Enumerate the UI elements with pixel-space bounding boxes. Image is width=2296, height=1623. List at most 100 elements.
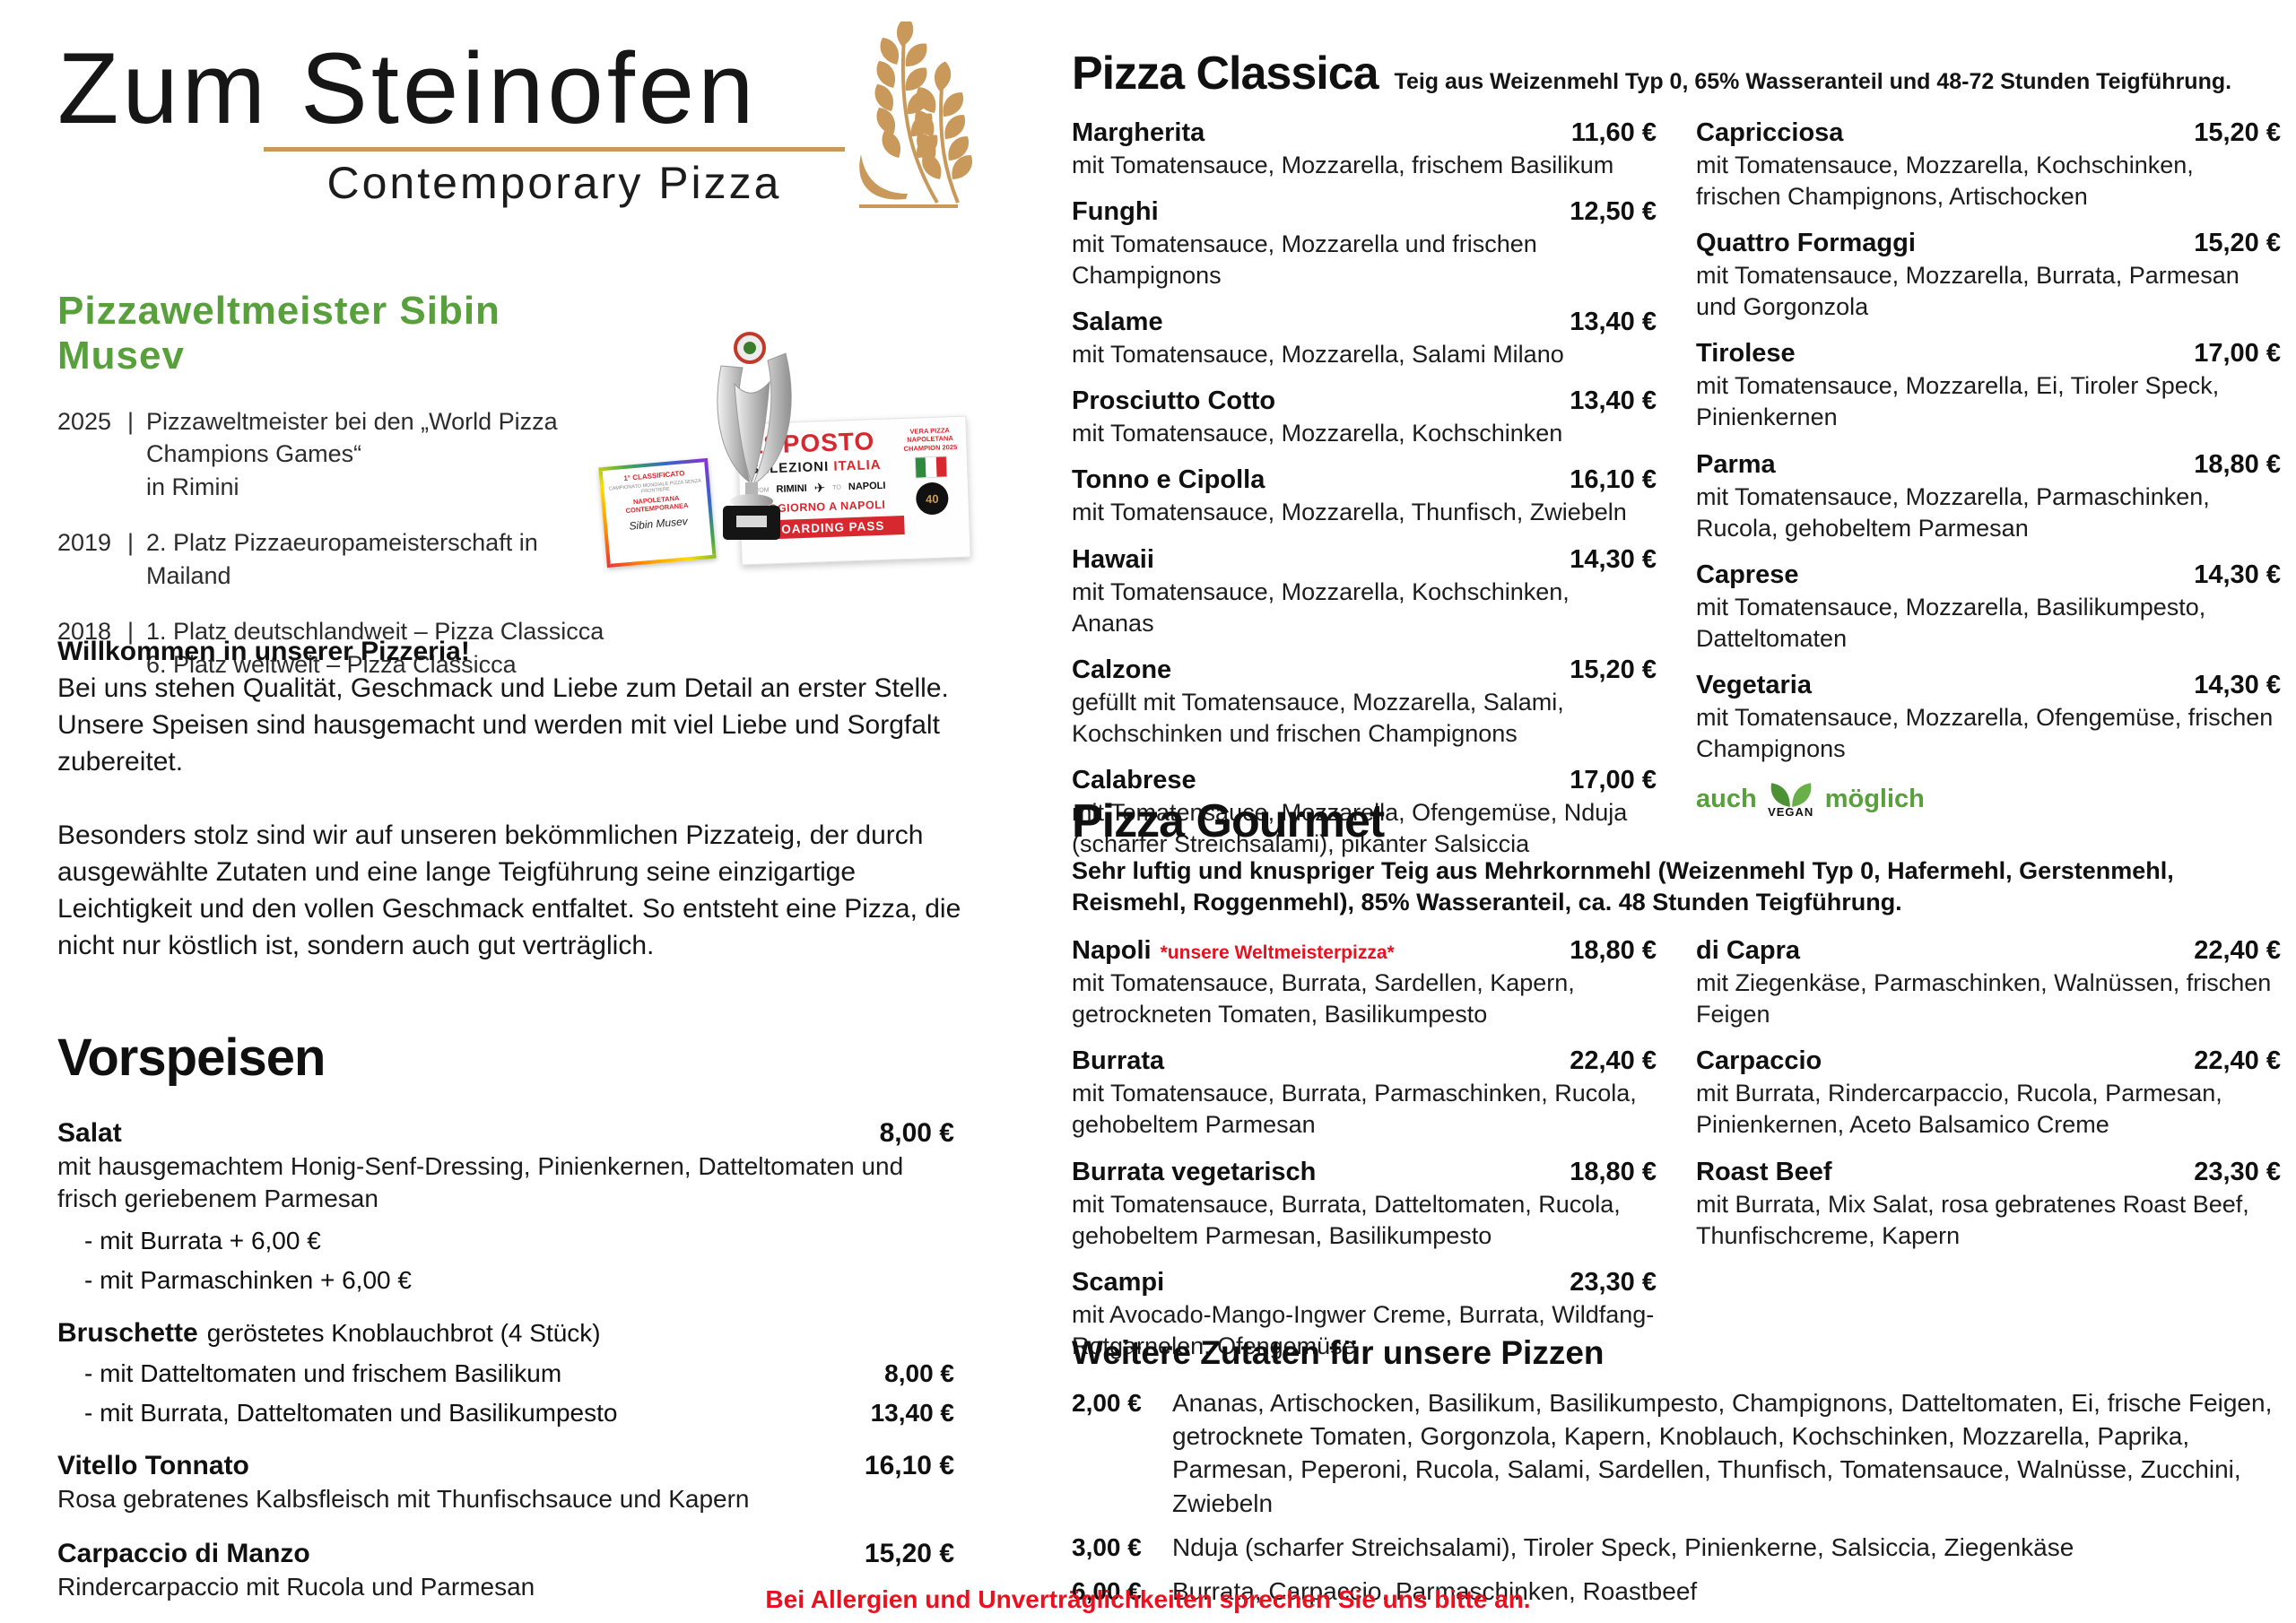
item-name: Calabrese — [1072, 765, 1196, 794]
zutaten-title: Weitere Zutaten für unsere Pizzen — [1072, 1334, 1605, 1371]
item-desc: Rosa gebratenes Kalbsfleisch mit Thunfis… — [57, 1484, 750, 1513]
to-label: TO — [832, 483, 842, 491]
menu-item: Capricciosa 15,20 € mit Tomatensauce, Mozz… — [1696, 118, 2281, 213]
restaurant-name: Zum Steinofen — [57, 32, 758, 144]
item-desc: mit Burrata, Mix Salat, rosa gebratenes … — [1696, 1190, 2249, 1249]
item-desc: mit Tomatensauce, Mozzarella, Ofengemüse… — [1072, 798, 1628, 858]
item-desc: mit Tomatensauce, Mozzarella, frischem B… — [1072, 152, 1614, 178]
to-city: NAPOLI — [848, 480, 886, 493]
welcome-paragraph-1: Bei uns stehen Qualität, Geschmack und L… — [57, 673, 949, 777]
zutaten-row: 2,00 € Ananas, Artischocken, Basilikum, … — [1072, 1386, 2281, 1520]
zutaten-text: Nduja (scharfer Streichsalami), Tiroler … — [1172, 1532, 2074, 1561]
item-desc: mit hausgemachtem Honig-Senf-Dressing, P… — [57, 1152, 904, 1213]
zutaten-list: 2,00 € Ananas, Artischocken, Basilikum, … — [1072, 1386, 2281, 1623]
award-separator: | — [127, 408, 135, 435]
award-year: 2025 — [57, 408, 112, 435]
zutaten-text: Ananas, Artischocken, Basilikum, Basilik… — [1172, 1389, 2273, 1517]
vegan-label: VEGAN — [1768, 805, 1814, 820]
award-item: 2019 | 2. Platz Pizzaeuropameisterschaft… — [57, 526, 622, 592]
item-price: 15,20 € — [1570, 655, 1657, 684]
item-desc: mit Tomatensauce, Burrata, Datteltomaten… — [1072, 1190, 1621, 1249]
menu-item: Burrata vegetarisch 18,80 € mit Tomatensau… — [1072, 1158, 1657, 1252]
vorspeisen-title: Vorspeisen — [57, 1028, 326, 1087]
item-price: 15,20 € — [864, 1539, 954, 1569]
item-name: Margherita — [1072, 118, 1205, 147]
zutaten-row: 6,00 € Burrata, Carpaccio, Parmaschinken… — [1072, 1575, 2281, 1608]
gourmet-title: Pizza Gourmet — [1072, 795, 1385, 847]
vorspeisen-section: Vorspeisen Salat 8,00 € mit hausgemachte… — [57, 1028, 954, 1623]
item-price: 23,30 € — [1570, 1267, 1657, 1297]
item-name: Burrata — [1072, 1046, 1165, 1076]
item-option: - mit Datteltomaten und frischem Basilik… — [57, 1359, 954, 1388]
champion-label: VERA PIZZA NAPOLETANA CHAMPION 2025 — [903, 426, 958, 453]
item-price: 14,30 € — [2194, 670, 2281, 699]
item-price: 18,80 € — [2194, 449, 2281, 479]
menu-item-salat: Salat 8,00 € mit hausgemachtem Honig-Sen… — [57, 1118, 954, 1295]
menu-item: Caprese 14,30 € mit Tomatensauce, Mozzarel… — [1696, 560, 2281, 655]
item-price: 17,00 € — [1570, 765, 1657, 794]
item-price: 15,20 € — [2194, 229, 2281, 258]
item-price: 17,00 € — [2194, 339, 2281, 369]
item-name: Prosciutto Cotto — [1072, 386, 1276, 416]
restaurant-logo: Zum Steinofen Contemporary Pizza — [57, 36, 865, 209]
item-name: Vitello Tonnato — [57, 1450, 249, 1480]
item-desc: mit Tomatensauce, Mozzarella, Thunfisch,… — [1072, 499, 1627, 526]
item-price: 23,30 € — [2194, 1157, 2281, 1186]
item-price: 12,50 € — [1570, 197, 1657, 227]
menu-item: Scampi 23,30 € mit Avocado-Mango-Ingwer Cr… — [1072, 1268, 1657, 1362]
awards-list: 2025 | Pizzaweltmeister bei den „World P… — [57, 405, 622, 681]
item-name: Funghi — [1072, 197, 1159, 227]
award-text: Pizzaweltmeister bei den „World Pizza Ch… — [146, 408, 558, 500]
menu-item: di Capra 22,40 € mit Ziegenkäse, Parmaschi… — [1696, 936, 2281, 1030]
menu-item: Burrata 22,40 € mit Tomatensauce, Burrata,… — [1072, 1046, 1657, 1141]
gourmet-subtitle: Sehr luftig und knuspriger Teig aus Mehr… — [1072, 857, 2174, 916]
menu-item: Tonno e Cipolla 16,10 € mit Tomatensauce, … — [1072, 465, 1657, 528]
item-option: - mit Burrata + 6,00 € — [57, 1227, 954, 1255]
item-desc: mit Tomatensauce, Mozzarella und frische… — [1072, 230, 1537, 290]
item-name: Bruschette — [57, 1317, 198, 1348]
item-name: Salame — [1072, 308, 1163, 337]
zutaten-price: 3,00 € — [1072, 1532, 1142, 1561]
item-name-suffix: geröstetes Knoblauchbrot (4 Stück) — [206, 1318, 601, 1347]
item-name: Vegetaria — [1696, 670, 1812, 699]
pizza-classica-section: Pizza Classica Teig aus Weizenmehl Typ 0… — [1072, 47, 2281, 876]
zutaten-text: Wildfang-Rotgarnelen (pro Stück) — [1172, 1619, 2281, 1623]
item-desc: mit Tomatensauce, Mozzarella, Ofengemüse… — [1696, 703, 2274, 763]
menu-item-vitello: Vitello Tonnato 16,10 € Rosa gebratenes … — [57, 1451, 954, 1515]
item-price: 18,80 € — [1570, 1157, 1657, 1186]
item-option: - mit Parmaschinken + 6,00 € — [57, 1266, 954, 1295]
award-year: 2019 — [57, 529, 112, 557]
classica-title: Pizza Classica — [1072, 48, 1379, 100]
menu-item: Hawaii 14,30 € mit Tomatensauce, Mozzarell… — [1072, 545, 1657, 639]
menu-item: Quattro Formaggi 15,20 € mit Tomatensauce,… — [1696, 229, 2281, 323]
gourmet-column-2: di Capra 22,40 € mit Ziegenkäse, Parmaschi… — [1696, 936, 2281, 1378]
option-text: - mit Datteltomaten und frischem Basilik… — [84, 1358, 562, 1387]
item-name: di Capra — [1696, 936, 1801, 966]
item-option: - mit Burrata, Datteltomaten und Basilik… — [57, 1399, 954, 1428]
item-price: 13,40 € — [1570, 386, 1657, 416]
zutaten-row: 2,00 € Wildfang-Rotgarnelen (pro Stück) — [1072, 1619, 2281, 1623]
vegan-note: auch VEGAN möglich — [1696, 781, 2281, 818]
weltmeister-tag: *unsere Weltmeisterpizza* — [1160, 942, 1395, 964]
item-desc: mit Tomatensauce, Mozzarella, Parmaschin… — [1696, 482, 2210, 542]
option-price: 13,40 € — [870, 1398, 954, 1427]
award-item: 2025 | Pizzaweltmeister bei den „World P… — [57, 405, 622, 503]
item-desc: mit Tomatensauce, Mozzarella, Basilikump… — [1696, 593, 2206, 652]
option-text: - mit Burrata, Datteltomaten und Basilik… — [84, 1398, 618, 1427]
award-text: 2. Platz Pizzaeuropameisterschaft in Mai… — [146, 529, 538, 589]
menu-item: Margherita 11,60 € mit Tomatensauce, Mozza… — [1072, 118, 1657, 181]
item-desc: gefüllt mit Tomatensauce, Mozzarella, Sa… — [1072, 688, 1564, 747]
allergy-note: Bei Allergien und Unverträglichkeiten sp… — [765, 1585, 1531, 1613]
vegan-post: möglich — [1824, 785, 1925, 814]
item-desc: mit Tomatensauce, Mozzarella, Kochschink… — [1072, 420, 1563, 447]
italy-flag-icon — [914, 456, 948, 479]
wheat-icon — [859, 22, 978, 208]
logo-divider — [264, 146, 845, 152]
item-desc: mit Tomatensauce, Mozzarella, Kochschink… — [1072, 577, 1570, 637]
award-item: 2018 | 1. Platz deutschlandweit – Pizza … — [57, 615, 622, 681]
pizza-gourmet-section: Pizza Gourmet Sehr luftig und knuspriger… — [1072, 794, 2281, 1378]
award-separator: | — [127, 529, 135, 557]
item-name: Salat — [57, 1118, 122, 1148]
item-name: Parma — [1696, 449, 1776, 479]
